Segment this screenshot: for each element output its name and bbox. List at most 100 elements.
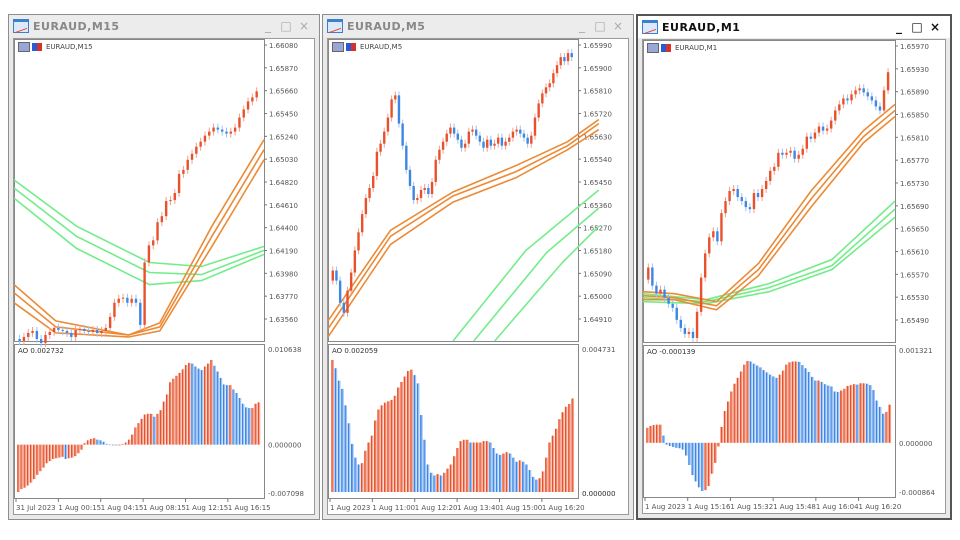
candle [687,331,691,334]
ao-bar [704,442,706,491]
candle [559,57,562,66]
ao-bar [449,464,452,492]
candle [817,126,821,133]
ao-bar [61,444,63,457]
ao-bar [469,442,471,492]
main-pane [14,39,265,342]
candle [74,329,77,337]
candle [233,127,237,132]
ao-bar [485,441,488,492]
ao-bar [436,474,439,492]
chart-window-icon [642,20,658,35]
candle [78,328,82,330]
titlebar[interactable]: EURAUD,M15 _ □ × [9,15,319,37]
ao-bar [466,439,468,492]
ao-bar [383,402,386,492]
ao-bar [785,364,787,443]
ao-max-label: 0.001321 [899,347,932,355]
candle [372,175,375,188]
price-axis-label: 1.65570 [900,271,929,279]
time-axis-label: 1 Aug 16:15 [228,504,271,512]
price-axis-label: 1.65610 [900,249,929,257]
chart-type-icon[interactable] [18,42,30,52]
trade-icon[interactable] [661,44,671,52]
ao-bar [67,444,70,459]
candle [699,277,703,312]
candle [813,132,817,139]
close-button[interactable]: × [929,20,941,34]
ao-bar [548,442,550,492]
maximize-button[interactable]: □ [594,19,606,33]
time-axis-label: 1 Aug 2023 [330,504,370,512]
price-axis-label: 1.63560 [269,316,298,324]
price-axis-label: 1.66080 [269,42,298,50]
chart-type-icon[interactable] [332,42,344,52]
ao-bar [794,361,797,443]
ao-bar [814,380,816,443]
candle [143,262,146,325]
candle [242,109,245,118]
ao-bar [723,411,726,443]
price-axis-label: 1.65770 [900,157,929,165]
ao-bar [791,361,794,443]
candle [862,88,865,93]
ao-bar [827,385,829,443]
price-axis-label: 1.65490 [900,317,929,325]
minimize-button[interactable]: _ [265,19,271,33]
close-button[interactable]: × [612,19,624,33]
candle [801,148,804,155]
ao-bar [334,368,337,492]
candle [760,188,764,198]
chart-type-icon[interactable] [647,43,659,53]
ao-bar [701,442,703,491]
close-button[interactable]: × [298,19,310,33]
ao-bar [525,464,527,492]
candle [375,151,379,176]
candle [460,139,463,148]
time-axis-label: 1 Aug 16:20 [542,504,585,512]
minimize-button[interactable]: _ [579,19,585,33]
trade-icon[interactable] [32,43,42,51]
titlebar[interactable]: EURAUD,M1 _ □ × [638,16,950,38]
moving-average-line [328,122,600,330]
ao-bar [197,368,199,445]
candle [789,150,792,153]
ao-bar [775,377,777,443]
candle [335,270,338,281]
chart-canvas[interactable]: 1.65970 1.65930 1.65890 1.65850 1.65810 1.657… [642,39,946,514]
chart-canvas[interactable]: 1.66080 1.65870 1.65660 1.65450 1.65240 1.650… [13,38,315,515]
minimize-button[interactable]: _ [896,20,902,34]
candle [186,159,189,170]
ao-bar [74,444,76,457]
chart-window-m15[interactable]: EURAUD,M15 _ □ × 1.66080 1.65870 1.65660 1.… [8,14,320,520]
ao-indicator-label: AO -0.000139 [647,348,696,356]
ao-bar [115,444,117,446]
price-axis-label: 1.65850 [900,112,929,120]
ao-bar [759,367,761,443]
chart-window-m1[interactable]: EURAUD,M1 _ □ × 1.65970 1.65930 1.65890 1.6… [636,14,952,520]
titlebar[interactable]: EURAUD,M5 _ □ × [323,15,633,37]
ao-bar [502,453,504,492]
ao-bar [367,442,369,492]
ao-bar [102,441,105,445]
candle [31,330,34,333]
ao-bar [184,365,187,445]
ao-zero-label: 0.000000 [268,442,301,450]
ao-bar [354,457,356,492]
candle [342,302,346,313]
chart-window-m5[interactable]: EURAUD,M5 _ □ × 1.65990 1.65900 1.65810 1.6… [322,14,634,520]
ao-bar [83,443,86,445]
ao-bar [888,404,890,443]
ao-bar [45,444,48,464]
ao-bar [207,363,209,445]
maximize-button[interactable]: □ [280,19,292,33]
ao-bar [482,441,485,492]
maximize-button[interactable]: □ [911,20,923,34]
ao-bar [429,472,432,492]
chart-canvas[interactable]: 1.65990 1.65900 1.65810 1.65720 1.65630 1.655… [327,38,629,515]
trade-icon[interactable] [346,43,356,51]
ao-bar [108,444,111,446]
ao-bar [720,426,722,443]
candle [383,131,386,144]
candle [87,330,90,332]
